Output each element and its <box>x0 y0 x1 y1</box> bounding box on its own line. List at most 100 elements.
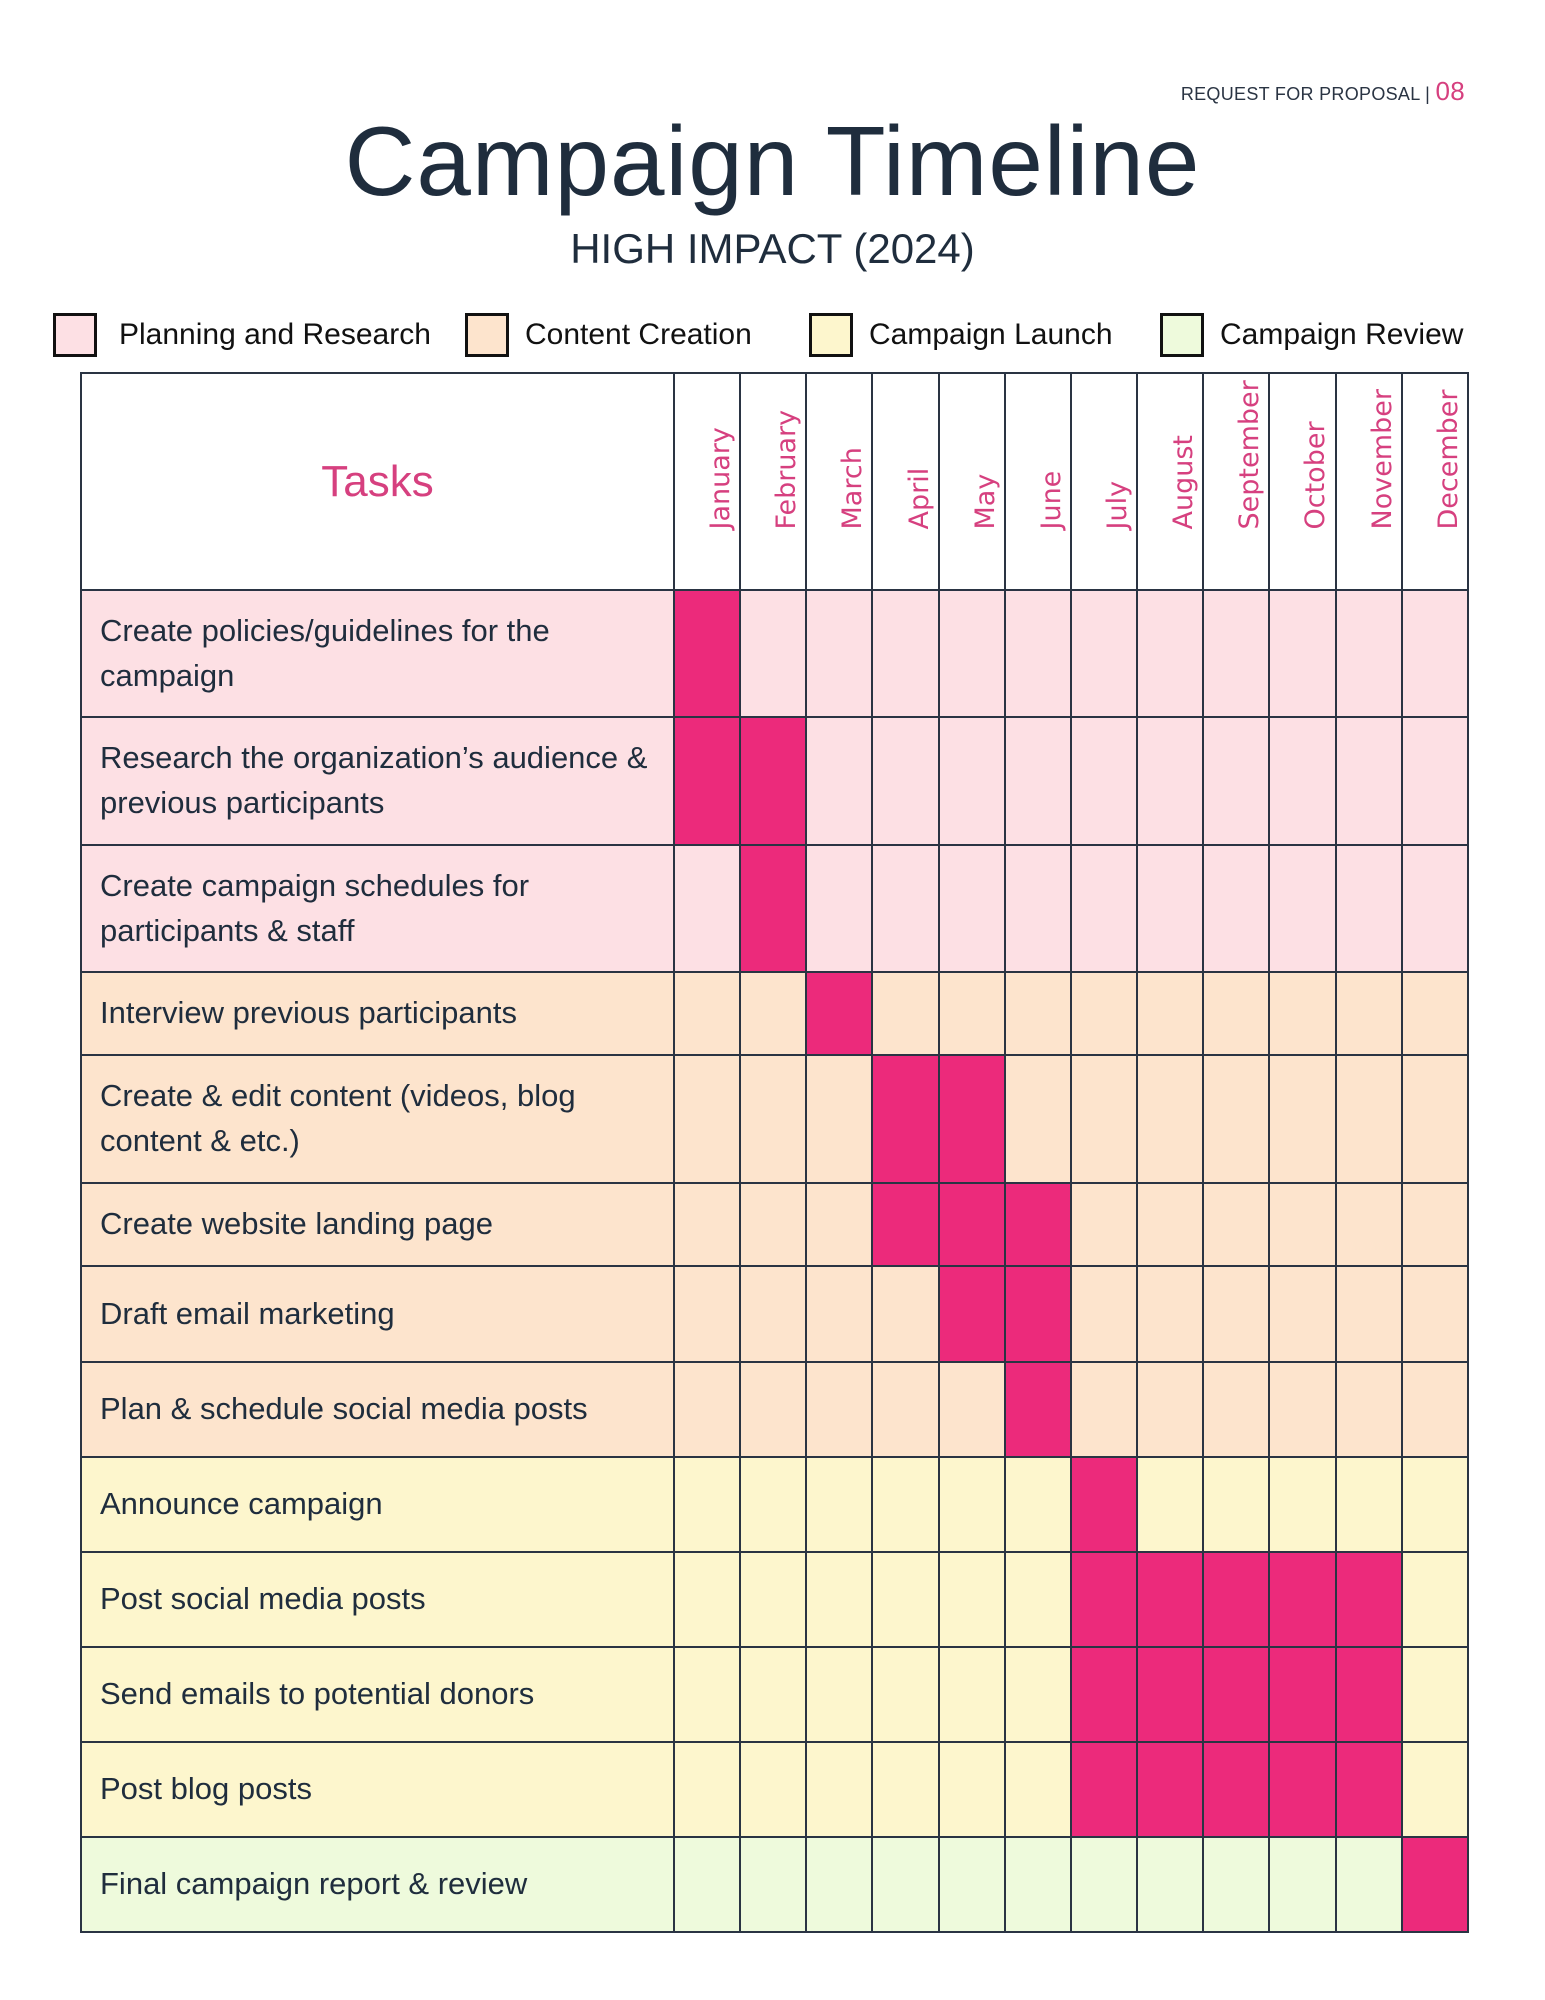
task-row: Create website landing page <box>80 1182 1469 1267</box>
timeline-empty-cell <box>1334 1182 1403 1267</box>
task-name: Draft email marketing <box>80 1265 675 1363</box>
timeline-empty-cell <box>1334 589 1403 718</box>
month-header-march: March <box>805 372 874 591</box>
task-name: Research the organization’s audience & p… <box>80 716 675 846</box>
timeline-empty-cell <box>805 1054 874 1184</box>
task-row: Create policies/guidelines for the campa… <box>80 589 1469 718</box>
timeline-empty-cell <box>672 1741 742 1838</box>
timeline-empty-cell <box>1400 1182 1469 1267</box>
timeline-empty-cell <box>1202 716 1271 846</box>
month-label: May <box>969 473 1001 530</box>
timeline-empty-cell <box>1400 1265 1469 1363</box>
timeline-empty-cell <box>1202 1265 1271 1363</box>
timeline-empty-cell <box>1334 1456 1403 1553</box>
task-name: Interview previous participants <box>80 971 675 1056</box>
timeline-empty-cell <box>871 1646 940 1743</box>
timeline-empty-cell <box>871 1551 940 1648</box>
timeline-empty-cell <box>1003 1836 1072 1933</box>
task-row: Post social media posts <box>80 1551 1469 1648</box>
timeline-empty-cell <box>937 589 1006 718</box>
timeline-empty-cell <box>1069 1182 1139 1267</box>
timeline-empty-cell <box>937 1456 1006 1553</box>
timeline-empty-cell <box>1202 1456 1271 1553</box>
timeline-empty-cell <box>1400 1361 1469 1458</box>
timeline-empty-cell <box>937 1741 1006 1838</box>
month-header-april: April <box>871 372 940 591</box>
task-row: Announce campaign <box>80 1456 1469 1553</box>
timeline-empty-cell <box>1334 1054 1403 1184</box>
timeline-empty-cell <box>1268 844 1337 973</box>
timeline-empty-cell <box>672 1182 742 1267</box>
timeline-bar-cell <box>1069 1551 1139 1648</box>
timeline-empty-cell <box>805 844 874 973</box>
timeline-empty-cell <box>1069 844 1139 973</box>
page-number: 08 <box>1435 76 1465 106</box>
timeline-table: Tasks January February March April May June Ju… <box>80 372 1469 1933</box>
task-name: Create website landing page <box>80 1182 675 1267</box>
timeline-empty-cell <box>1003 971 1072 1056</box>
timeline-bar-cell <box>1069 1646 1139 1743</box>
timeline-empty-cell <box>871 971 940 1056</box>
timeline-bar-cell <box>1268 1741 1337 1838</box>
timeline-empty-cell <box>805 589 874 718</box>
timeline-empty-cell <box>1268 1182 1337 1267</box>
month-header-july: July <box>1069 372 1139 591</box>
timeline-empty-cell <box>937 1551 1006 1648</box>
month-header-february: February <box>739 372 808 591</box>
timeline-bar-cell <box>1003 1361 1072 1458</box>
task-row: Draft email marketing <box>80 1265 1469 1363</box>
timeline-empty-cell <box>1268 716 1337 846</box>
timeline-bar-cell <box>739 716 808 846</box>
timeline-empty-cell <box>1136 589 1205 718</box>
month-header-january: January <box>672 372 742 591</box>
task-name: Create campaign schedules for participan… <box>80 844 675 973</box>
timeline-empty-cell <box>871 844 940 973</box>
timeline-bar-cell <box>871 1182 940 1267</box>
timeline-empty-cell <box>1069 589 1139 718</box>
legend-item-planning: Planning and Research <box>53 310 431 360</box>
timeline-empty-cell <box>739 1456 808 1553</box>
task-row: Post blog posts <box>80 1741 1469 1838</box>
legend-label: Content Creation <box>525 318 752 351</box>
table-body: Create policies/guidelines for the campa… <box>80 589 1469 1933</box>
timeline-empty-cell <box>871 1741 940 1838</box>
timeline-empty-cell <box>805 1265 874 1363</box>
timeline-empty-cell <box>1136 1361 1205 1458</box>
timeline-empty-cell <box>739 1551 808 1648</box>
legend-label: Planning and Research <box>119 318 431 351</box>
month-header-august: August <box>1136 372 1205 591</box>
timeline-empty-cell <box>672 1361 742 1458</box>
month-label: March <box>837 447 869 530</box>
timeline-bar-cell <box>937 1182 1006 1267</box>
timeline-empty-cell <box>1334 1836 1403 1933</box>
timeline-empty-cell <box>1202 1836 1271 1933</box>
timeline-empty-cell <box>1268 1361 1337 1458</box>
legend: Planning and Research Content Creation C… <box>53 310 1498 360</box>
timeline-empty-cell <box>739 1361 808 1458</box>
timeline-empty-cell <box>1202 1361 1271 1458</box>
timeline-empty-cell <box>739 1054 808 1184</box>
timeline-empty-cell <box>1268 1456 1337 1553</box>
timeline-empty-cell <box>805 1741 874 1838</box>
timeline-bar-cell <box>1136 1741 1205 1838</box>
timeline-empty-cell <box>1202 1054 1271 1184</box>
month-label: April <box>903 467 935 530</box>
month-header-november: November <box>1334 372 1403 591</box>
timeline-empty-cell <box>1202 589 1271 718</box>
timeline-empty-cell <box>1268 971 1337 1056</box>
timeline-empty-cell <box>1136 716 1205 846</box>
page-subtitle: HIGH IMPACT (2024) <box>570 225 975 272</box>
task-row: Research the organization’s audience & p… <box>80 716 1469 846</box>
timeline-empty-cell <box>1334 1361 1403 1458</box>
legend-item-review: Campaign Review <box>1160 310 1463 360</box>
timeline-empty-cell <box>1202 971 1271 1056</box>
timeline-empty-cell <box>1136 1265 1205 1363</box>
timeline-bar-cell <box>1400 1836 1469 1933</box>
timeline-bar-cell <box>1069 1741 1139 1838</box>
timeline-bar-cell <box>739 844 808 973</box>
timeline-empty-cell <box>1136 1836 1205 1933</box>
timeline-empty-cell <box>739 971 808 1056</box>
timeline-empty-cell <box>1400 971 1469 1056</box>
timeline-empty-cell <box>1136 1182 1205 1267</box>
timeline-empty-cell <box>672 1456 742 1553</box>
